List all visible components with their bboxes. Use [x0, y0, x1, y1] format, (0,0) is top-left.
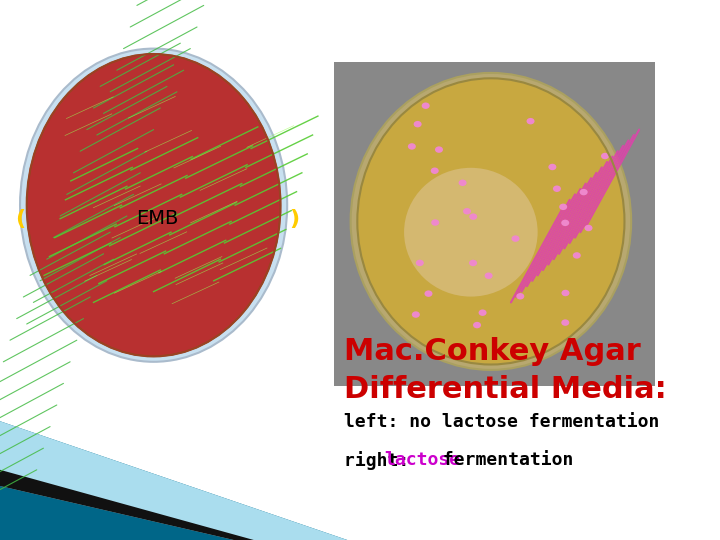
Ellipse shape	[20, 49, 287, 362]
Circle shape	[469, 213, 477, 220]
Circle shape	[431, 219, 439, 226]
Circle shape	[559, 204, 567, 210]
Circle shape	[601, 153, 609, 159]
Text: right:: right:	[344, 451, 420, 470]
Circle shape	[549, 164, 557, 170]
Circle shape	[561, 220, 570, 226]
Circle shape	[585, 225, 593, 231]
Circle shape	[553, 185, 561, 192]
Circle shape	[408, 143, 416, 150]
Circle shape	[469, 260, 477, 266]
Circle shape	[479, 309, 487, 316]
Circle shape	[473, 322, 481, 328]
Text: ): )	[289, 208, 299, 229]
Text: Differential Media:: Differential Media:	[344, 375, 667, 404]
Text: (: (	[15, 208, 25, 229]
Ellipse shape	[351, 73, 631, 370]
Circle shape	[431, 167, 438, 174]
Ellipse shape	[27, 54, 281, 356]
Circle shape	[413, 121, 422, 127]
Text: EMB: EMB	[136, 209, 178, 228]
Circle shape	[562, 319, 570, 326]
Circle shape	[412, 312, 420, 318]
Circle shape	[425, 291, 433, 297]
Circle shape	[526, 118, 534, 124]
Text: left: no lactose fermentation: left: no lactose fermentation	[344, 413, 660, 431]
Polygon shape	[0, 421, 347, 540]
Text: fermentation: fermentation	[432, 451, 574, 469]
Circle shape	[435, 146, 443, 153]
Circle shape	[416, 260, 424, 266]
Ellipse shape	[404, 168, 538, 296]
Polygon shape	[0, 421, 347, 540]
Polygon shape	[0, 470, 253, 540]
Circle shape	[459, 179, 467, 186]
Circle shape	[511, 235, 520, 242]
Text: lactose: lactose	[384, 451, 460, 469]
Circle shape	[516, 293, 524, 300]
Circle shape	[562, 290, 570, 296]
Circle shape	[573, 252, 581, 259]
Bar	[334, 62, 654, 386]
Circle shape	[422, 103, 430, 109]
Circle shape	[463, 208, 471, 214]
Ellipse shape	[357, 78, 624, 364]
Circle shape	[485, 273, 492, 279]
Text: Mac.Conkey Agar: Mac.Conkey Agar	[344, 338, 641, 367]
Circle shape	[580, 189, 588, 195]
